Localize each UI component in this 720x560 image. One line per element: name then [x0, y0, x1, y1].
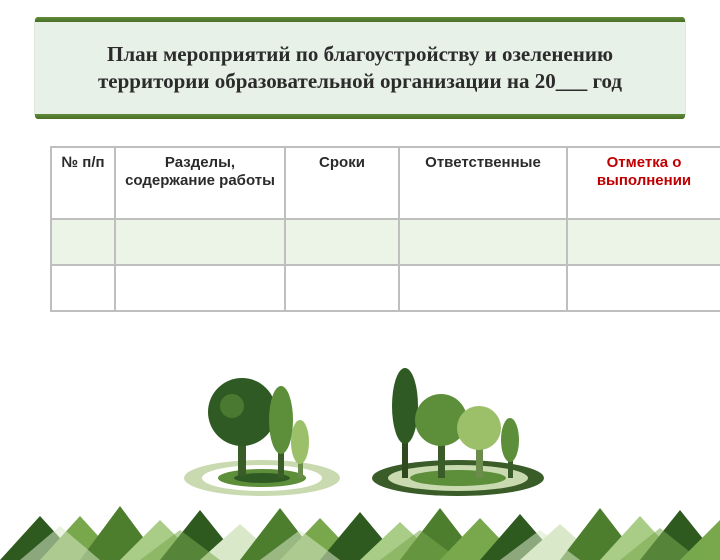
table-row	[51, 219, 720, 265]
table-cell	[399, 265, 567, 311]
page-title: План мероприятий по благоустройству и оз…	[57, 41, 663, 95]
col-header-terms: Сроки	[285, 147, 399, 219]
table-row	[51, 265, 720, 311]
table-cell	[285, 219, 399, 265]
footer-pattern	[0, 496, 720, 560]
table-cell	[285, 265, 399, 311]
col-header-responsible: Ответственные	[399, 147, 567, 219]
trees-illustration	[170, 350, 550, 500]
col-header-number: № п/п	[51, 147, 115, 219]
table-cell	[51, 265, 115, 311]
table-body	[51, 219, 720, 311]
table-cell	[51, 219, 115, 265]
table-cell	[567, 219, 720, 265]
table-cell	[115, 265, 285, 311]
col-header-mark: Отметка о выполнении	[567, 147, 720, 219]
table-head: № п/п Разделы, содержание работы Сроки О…	[51, 147, 720, 219]
plan-table: № п/п Разделы, содержание работы Сроки О…	[50, 146, 720, 312]
table-cell	[115, 219, 285, 265]
table-cell	[567, 265, 720, 311]
title-bar: План мероприятий по благоустройству и оз…	[34, 20, 686, 116]
col-header-sections: Разделы, содержание работы	[115, 147, 285, 219]
table-cell	[399, 219, 567, 265]
